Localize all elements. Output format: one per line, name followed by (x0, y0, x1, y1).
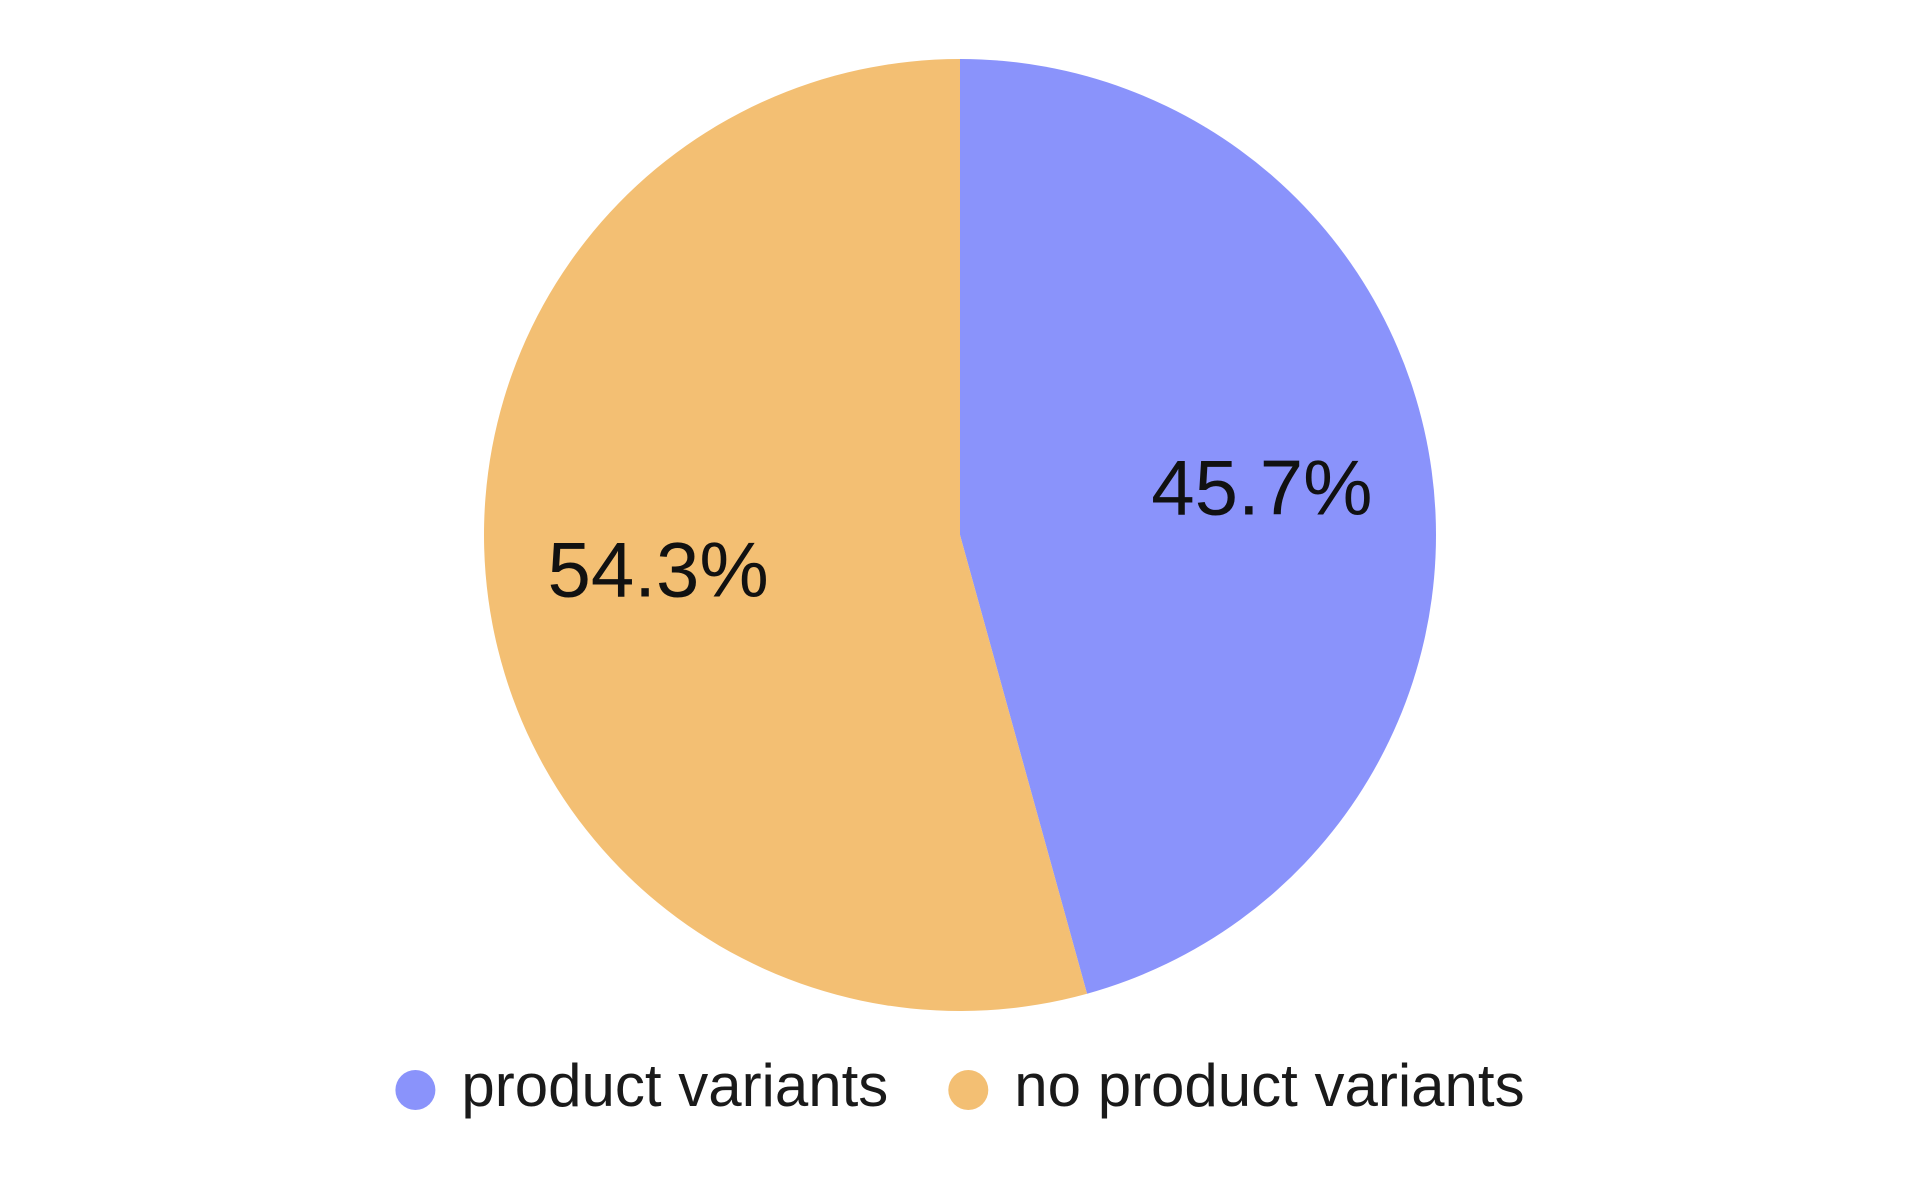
legend-label: no product variants (1014, 1052, 1524, 1119)
slice-label: 54.3% (548, 526, 769, 614)
legend-marker (395, 1070, 436, 1110)
slice-label: 45.7% (1151, 444, 1372, 532)
legend-label: product variants (461, 1052, 888, 1119)
pie-slice (960, 59, 1437, 994)
pie-slice (484, 59, 1088, 1011)
legend-marker (948, 1070, 989, 1110)
